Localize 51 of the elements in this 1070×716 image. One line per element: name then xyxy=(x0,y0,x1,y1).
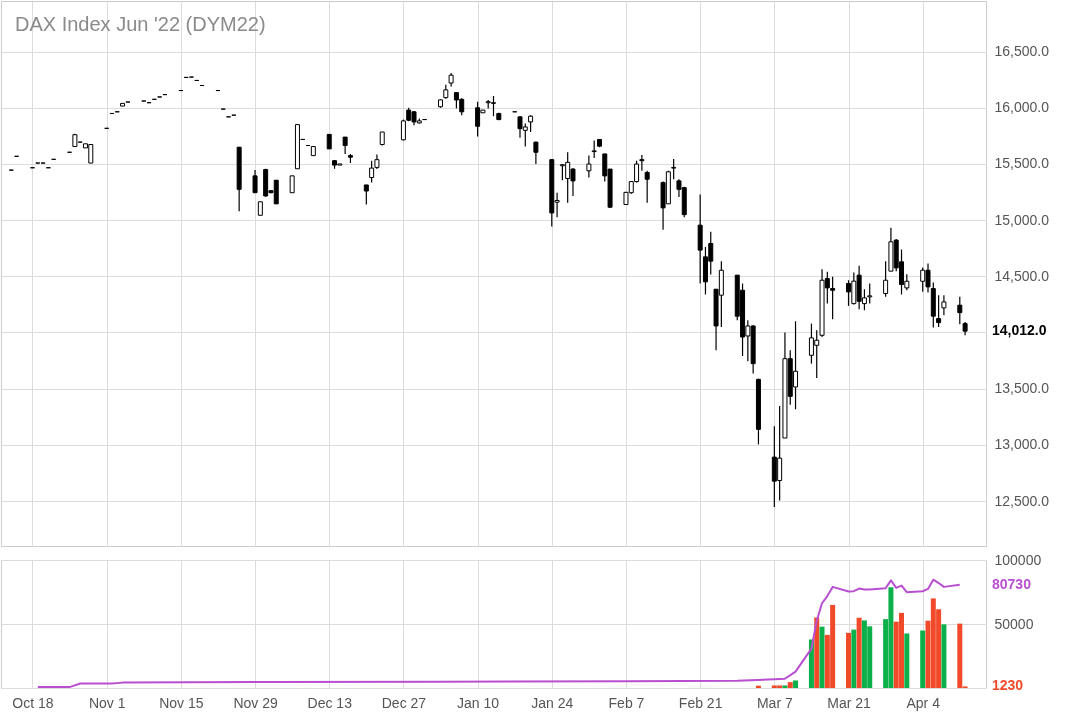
candlestick xyxy=(936,294,942,328)
candlestick xyxy=(639,154,645,172)
candlestick xyxy=(941,294,947,316)
x-tick-label: Feb 21 xyxy=(678,694,723,711)
candlestick xyxy=(846,279,852,307)
y-tick-label: 16,000.0 xyxy=(994,99,1050,116)
y-tick-label: 13,000.0 xyxy=(994,436,1050,453)
bar xyxy=(793,680,799,688)
candlestick xyxy=(533,140,539,165)
bar xyxy=(904,633,910,688)
candlestick xyxy=(671,158,677,180)
y-tick-label: 16,500.0 xyxy=(994,43,1050,60)
x-tick-label: Dec 13 xyxy=(307,694,353,711)
x-tick-label: Mar 21 xyxy=(827,694,872,711)
text: DAX Index Jun '22 (DYM22) xyxy=(15,13,266,35)
text: 80730 xyxy=(992,575,1032,592)
candlestick xyxy=(883,260,889,298)
y-tick-label: 12,500.0 xyxy=(994,492,1050,509)
y-tick-label: 14,500.0 xyxy=(994,267,1050,284)
candlestick xyxy=(586,155,592,179)
bar xyxy=(782,685,788,688)
candlestick xyxy=(252,169,258,194)
x-tick-label: Jan 10 xyxy=(457,694,500,711)
y-tick-label: 15,500.0 xyxy=(994,155,1050,172)
bar xyxy=(941,624,947,688)
x-tick-label: Apr 4 xyxy=(906,694,941,711)
x-tick-label: Feb 7 xyxy=(608,694,645,711)
y-tick-label: 13,500.0 xyxy=(994,380,1050,397)
line-series xyxy=(36,578,961,689)
text: 1230 xyxy=(992,677,1024,694)
candlestick xyxy=(363,184,369,206)
bar xyxy=(856,617,862,688)
candlestick xyxy=(644,170,650,204)
bar xyxy=(846,632,852,688)
bar xyxy=(814,617,820,688)
text: 14,012.0 xyxy=(992,322,1047,339)
y-tick-label: 50000 xyxy=(994,615,1034,632)
x-tick-label: Nov 29 xyxy=(233,694,278,711)
y-tick-label: 100000 xyxy=(994,551,1042,568)
x-tick-label: Mar 7 xyxy=(756,694,793,711)
x-tick-label: Nov 1 xyxy=(88,694,126,711)
x-tick-label: Nov 15 xyxy=(159,694,204,711)
bar xyxy=(920,630,926,688)
bar xyxy=(787,682,793,688)
x-tick-label: Dec 27 xyxy=(381,694,427,711)
candlestick xyxy=(957,296,963,325)
bar xyxy=(851,629,857,688)
x-tick-label: Oct 18 xyxy=(12,694,54,711)
bar xyxy=(819,626,825,688)
y-tick-label: 15,000.0 xyxy=(994,211,1050,228)
x-tick-label: Jan 24 xyxy=(531,694,574,711)
